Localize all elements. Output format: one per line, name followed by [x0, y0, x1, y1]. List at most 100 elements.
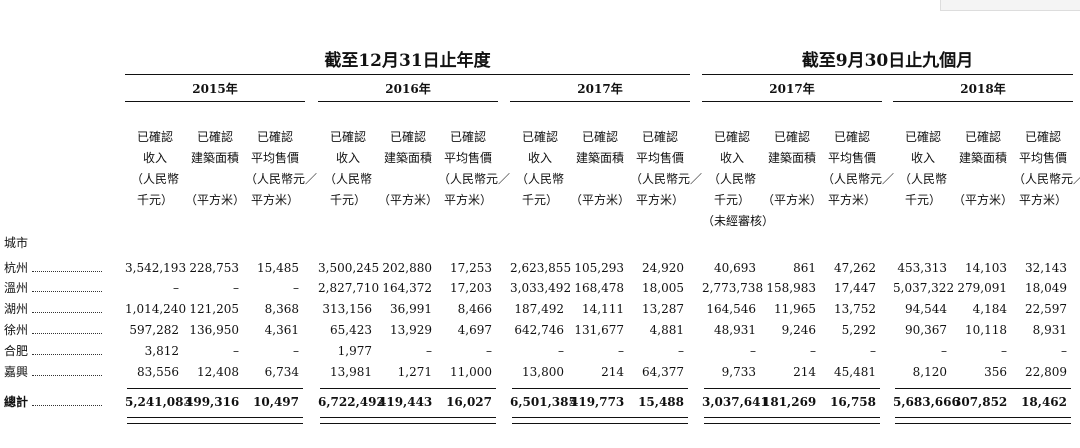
column-header: 建築面積 — [767, 151, 816, 165]
column-header: 千元） — [521, 193, 558, 207]
cell: 3,500,245 — [318, 261, 380, 275]
column-header: 平方米） — [1018, 193, 1067, 207]
cell: – — [678, 344, 684, 358]
cell: 36,991 — [390, 302, 432, 316]
column-header: 收入 — [335, 151, 360, 165]
column-header: （平方米） — [762, 193, 823, 207]
column-header: （平方米） — [378, 193, 439, 207]
cell: 3,812 — [144, 344, 179, 358]
year-header: 2015年 — [192, 82, 238, 96]
cell: 17,253 — [450, 261, 492, 275]
row-label: 嘉興 — [4, 365, 29, 379]
cell: – — [486, 344, 492, 358]
cell: 214 — [601, 365, 624, 379]
cell: 214 — [793, 365, 816, 379]
row-label: 合肥 — [4, 344, 29, 358]
cell: 6,722,492 — [318, 395, 385, 409]
leader — [32, 291, 102, 292]
rule — [704, 423, 880, 424]
cell: – — [750, 344, 756, 358]
column-header: 平方米） — [250, 193, 299, 207]
rule — [125, 74, 690, 75]
cell: 279,091 — [957, 281, 1007, 295]
section-label: 城市 — [4, 236, 29, 250]
row-label: 溫州 — [4, 281, 29, 295]
rule — [895, 423, 1071, 424]
cell: 1,271 — [397, 365, 432, 379]
cell: 5,037,322 — [893, 281, 955, 295]
column-header: 平均售價 — [1018, 151, 1067, 165]
column-header: 已確認 — [904, 130, 941, 144]
cell: 4,184 — [972, 302, 1007, 316]
row-label: 湖州 — [4, 302, 29, 316]
cell: 1,977 — [337, 344, 372, 358]
rule — [127, 423, 303, 424]
cell: 94,544 — [905, 302, 947, 316]
cell: 18,462 — [1021, 395, 1067, 409]
cell: 3,542,193 — [125, 261, 187, 275]
cell: 12,408 — [197, 365, 239, 379]
rule — [320, 417, 496, 418]
cell: 11,965 — [774, 302, 816, 316]
column-header: 已確認 — [329, 130, 366, 144]
column-header: 千元） — [329, 193, 366, 207]
column-header: （人民幣元／ — [822, 172, 895, 186]
column-header: （未經審核） — [702, 214, 775, 228]
column-header: 千元） — [904, 193, 941, 207]
cell: 8,931 — [1032, 323, 1067, 337]
column-header: （人民幣 — [323, 172, 372, 186]
year-header: 2016年 — [385, 82, 431, 96]
rule — [127, 388, 303, 389]
column-header: 建築面積 — [958, 151, 1007, 165]
cell: 13,929 — [390, 323, 432, 337]
cell: – — [293, 281, 299, 295]
cell: 6,734 — [264, 365, 299, 379]
cell: 307,852 — [953, 395, 1008, 409]
leader — [32, 333, 102, 334]
leader — [32, 375, 102, 376]
column-header: 建築面積 — [190, 151, 239, 165]
cell: 65,423 — [330, 323, 372, 337]
column-header: （人民幣 — [130, 172, 179, 186]
column-header: 已確認 — [641, 130, 678, 144]
column-header: 已確認 — [713, 130, 750, 144]
column-header: （平方米） — [570, 193, 631, 207]
cell: 11,000 — [450, 365, 492, 379]
column-header: 已確認 — [581, 130, 618, 144]
cell: – — [558, 344, 564, 358]
cell: 10,497 — [253, 395, 299, 409]
column-header: 已確認 — [964, 130, 1001, 144]
cell: 164,546 — [706, 302, 756, 316]
column-header: 建築面積 — [383, 151, 432, 165]
cell: 15,485 — [257, 261, 299, 275]
rule — [320, 423, 496, 424]
column-header: （平方米） — [953, 193, 1014, 207]
rule — [512, 388, 688, 389]
year-header: 2017年 — [577, 82, 623, 96]
cell: 5,683,666 — [893, 395, 960, 409]
column-header: 已確認 — [1024, 130, 1061, 144]
column-header: 建築面積 — [575, 151, 624, 165]
column-header: 千元） — [136, 193, 173, 207]
column-header: 已確認 — [833, 130, 870, 144]
cell: 13,981 — [330, 365, 372, 379]
cell: 6,501,385 — [510, 395, 577, 409]
cell: 17,447 — [834, 281, 876, 295]
cell: 2,773,738 — [702, 281, 764, 295]
column-header: 已確認 — [773, 130, 810, 144]
group-header: 截至9月30日止九個月 — [801, 51, 974, 71]
cell: 313,156 — [322, 302, 372, 316]
cell: 419,443 — [378, 395, 433, 409]
column-header: （人民幣元／ — [630, 172, 703, 186]
cell: 32,143 — [1025, 261, 1067, 275]
column-header: 收入 — [142, 151, 167, 165]
column-header: （人民幣 — [707, 172, 756, 186]
cell: 13,752 — [834, 302, 876, 316]
cell: 4,881 — [649, 323, 684, 337]
cell: – — [941, 344, 947, 358]
cell: 499,316 — [185, 395, 240, 409]
column-header: 已確認 — [136, 130, 173, 144]
cell: 3,033,492 — [510, 281, 572, 295]
rule — [702, 74, 1073, 75]
